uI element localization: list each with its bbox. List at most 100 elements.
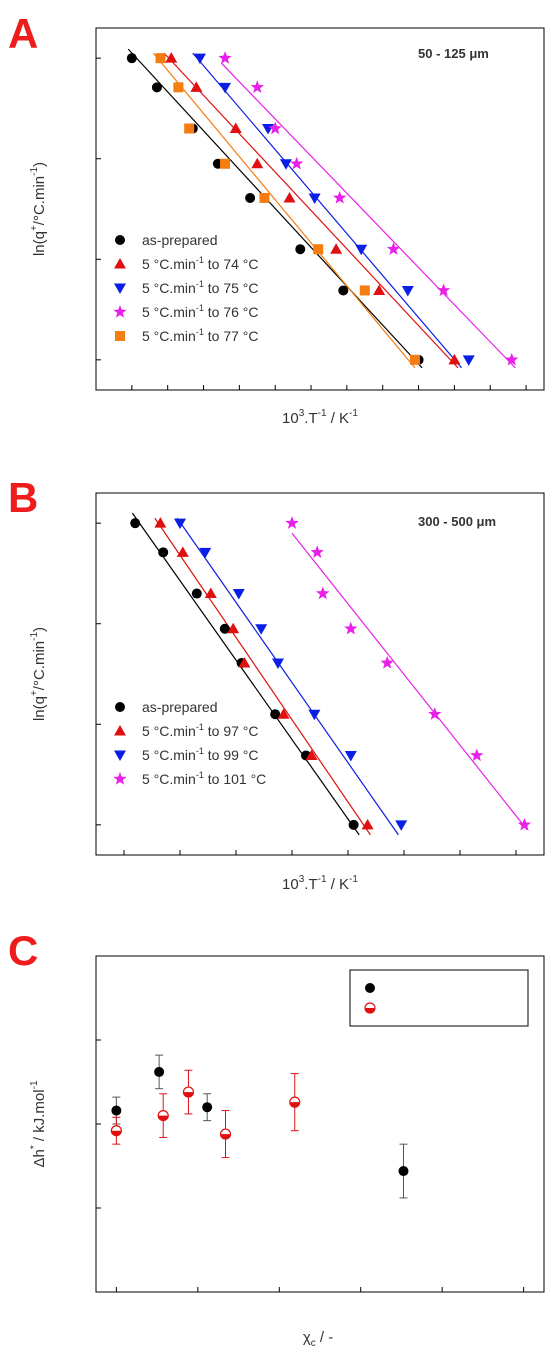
legend-sup: -1: [196, 722, 204, 732]
legend-label-b-1: 5 °C.min-1 to 97 °C: [142, 722, 259, 739]
data-point-a-s3: [333, 190, 347, 204]
legend-label-a-4: 5 °C.min-1 to 77 °C: [142, 327, 259, 344]
y-label-main: ln(q: [31, 231, 48, 256]
data-point-a-s4: [173, 82, 184, 93]
x-label-unit: / K: [327, 410, 350, 427]
data-point-b-s1: [361, 818, 374, 830]
y-label-sup: *: [29, 1145, 40, 1149]
legend-label-b-0: as-prepared: [142, 699, 218, 715]
legend-marker-b-1: [114, 725, 126, 736]
data-point-a-s2: [462, 355, 475, 366]
data-point-a-s4: [155, 53, 166, 64]
panel-letter-a: A: [8, 10, 38, 57]
data-point-b-s1: [238, 656, 251, 668]
data-point-b-s2: [174, 518, 186, 530]
legend-text: to 77 °C: [204, 328, 259, 344]
fit-lines-a: [127, 48, 516, 369]
data-point-c-s0: [398, 1166, 409, 1177]
data-point-b-s2: [232, 589, 245, 600]
chart-c: χc / - Δh* / kJ.mol-1: [29, 955, 545, 1349]
legend-sup: -1: [196, 255, 204, 265]
legend-text: 5 °C.min: [142, 747, 196, 763]
legend-marker-a-1: [114, 258, 126, 269]
data-point-b-s1: [154, 517, 167, 528]
legend-text: as-prepared: [142, 232, 218, 248]
data-point-a-s3: [218, 51, 232, 64]
data-point-a-s1: [330, 243, 343, 254]
data-point-a-s1: [283, 191, 296, 203]
legend-marker-a-0: [115, 235, 125, 245]
x-label-after: .T: [304, 876, 317, 893]
x-label-sup: 3: [299, 874, 305, 885]
y-label-unit: / kJ.mol: [31, 1089, 48, 1145]
data-points-c: [110, 1066, 409, 1177]
fit-lines-b: [131, 512, 528, 836]
legend-marker-c-0: [365, 983, 375, 993]
data-point-a-s0: [151, 82, 162, 93]
legend-marker-a-3: [113, 305, 127, 318]
data-point-a-s2: [308, 193, 321, 204]
data-point-c-s1: [182, 1086, 195, 1098]
data-point-a-s0: [245, 192, 256, 203]
data-point-a-s2: [219, 82, 232, 94]
chart-b-title: 300 - 500 μm: [418, 514, 496, 529]
x-label-sub: c: [311, 1338, 316, 1349]
legend-label-a-2: 5 °C.min-1 to 75 °C: [142, 279, 259, 296]
data-point-a-s0: [338, 285, 349, 296]
data-point-a-s1: [190, 81, 203, 92]
legend-text: as-prepared: [142, 699, 218, 715]
legend-text: to 101 °C: [204, 771, 266, 787]
data-point-c-s1: [289, 1096, 301, 1108]
data-point-c-s1: [157, 1109, 169, 1122]
legend-label-b-3: 5 °C.min-1 to 101 °C: [142, 770, 266, 787]
data-point-a-s3: [386, 242, 401, 255]
legend-text: 5 °C.min: [142, 771, 196, 787]
data-point-b-s3: [517, 817, 532, 831]
data-point-a-s1: [251, 157, 264, 169]
legend-marker-b-0: [115, 702, 125, 712]
data-point-b-s1: [227, 622, 240, 634]
data-point-c-s0: [154, 1066, 165, 1077]
fit-line-a-4: [152, 52, 416, 369]
y-axis-label-b: ln(q+/°C.min-1): [29, 627, 48, 721]
panel-letter-c: C: [8, 927, 38, 974]
x-label-main: 10: [282, 410, 299, 427]
data-point-a-s4: [409, 354, 420, 365]
data-point-a-s3: [268, 121, 282, 135]
data-point-b-s1: [176, 546, 189, 557]
data-point-b-s3: [428, 707, 442, 720]
data-point-b-s2: [344, 750, 357, 762]
y-label-sup: +: [29, 225, 40, 231]
x-label-unit: / K: [327, 876, 350, 893]
data-point-b-s0: [158, 547, 169, 558]
x-label-sup2: -1: [318, 408, 327, 419]
y-label-end: ): [31, 627, 48, 632]
legend-text: to 76 °C: [204, 304, 259, 320]
y-label-main: Δh: [31, 1149, 48, 1167]
legend-label-a-1: 5 °C.min-1 to 74 °C: [142, 255, 259, 272]
x-label-unit: / -: [316, 1329, 334, 1346]
data-points-a: [126, 51, 519, 366]
x-label-unit-sup: -1: [349, 408, 358, 419]
data-point-b-s3: [380, 655, 394, 669]
legend-text: 5 °C.min: [142, 280, 196, 296]
y-label-unit-sup: -1: [29, 1080, 40, 1089]
panel-letter-b: B: [8, 474, 38, 521]
legend-text: 5 °C.min: [142, 256, 196, 272]
x-axis-label-a: 103.T-1 / K-1: [282, 408, 358, 427]
tick-layer-b: [96, 522, 517, 855]
data-point-a-s1: [165, 52, 178, 63]
data-point-b-s1: [204, 587, 217, 599]
data-point-c-s1-fill: [289, 1102, 300, 1108]
y-label-sup: +: [29, 690, 40, 696]
fit-line-a-2: [192, 52, 463, 369]
legend-marker-c-1: [364, 1002, 376, 1014]
data-point-a-s0: [295, 244, 306, 255]
data-point-b-s3: [344, 621, 358, 635]
x-label-sup: 3: [299, 408, 305, 419]
data-point-b-s2: [395, 820, 408, 831]
data-point-a-s4: [184, 123, 195, 134]
data-point-a-s1: [448, 353, 461, 365]
